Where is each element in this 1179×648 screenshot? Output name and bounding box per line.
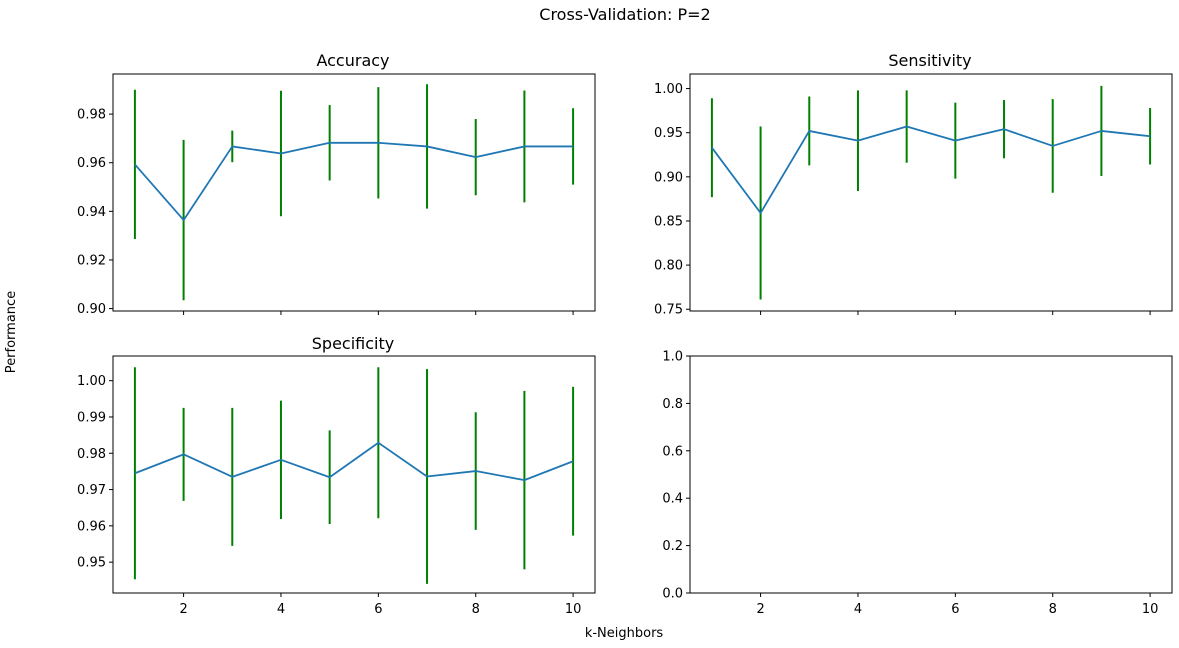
subplot-title: Sensitivity bbox=[888, 51, 971, 70]
y-tick-label: 0.90 bbox=[77, 302, 106, 317]
figure-suptitle: Cross-Validation: P=2 bbox=[539, 5, 710, 24]
y-tick-label: 0.75 bbox=[654, 303, 683, 318]
y-tick-label: 0.95 bbox=[654, 126, 683, 141]
series-line bbox=[134, 141, 574, 221]
y-tick-label: 0.90 bbox=[654, 170, 683, 185]
y-tick-label: 0.98 bbox=[77, 447, 106, 462]
series-line bbox=[711, 125, 1151, 214]
figure-ylabel: Performance bbox=[4, 291, 19, 373]
y-tick-label: 0.6 bbox=[662, 444, 683, 459]
y-tick-label: 1.00 bbox=[654, 82, 683, 97]
y-tick-label: 0.99 bbox=[77, 410, 106, 425]
y-tick-label: 1.0 bbox=[662, 350, 683, 365]
x-tick-label: 10 bbox=[565, 602, 582, 617]
y-tick-label: 0.94 bbox=[77, 205, 106, 220]
y-tick-label: 0.96 bbox=[77, 156, 106, 171]
y-tick-label: 1.00 bbox=[77, 374, 106, 389]
y-tick-label: 0.2 bbox=[662, 539, 683, 554]
subplot-specificity: Specificity 0.95 0.96 0.97 0.98 0.99 1.00 2 4 6 8… bbox=[77, 334, 596, 617]
x-tick-label: 8 bbox=[472, 602, 480, 617]
axes-frame bbox=[689, 355, 1173, 594]
y-tick-label: 0.92 bbox=[77, 253, 106, 268]
x-tick-label: 8 bbox=[1049, 602, 1057, 617]
axes-frame bbox=[112, 355, 596, 594]
axes-frame bbox=[112, 73, 596, 312]
y-tick-label: 0.8 bbox=[662, 397, 683, 412]
series-line bbox=[134, 441, 574, 482]
subplot-empty: 0.0 0.2 0.4 0.6 0.8 1.0 2 4 6 8 10 bbox=[662, 350, 1173, 617]
subplot-sensitivity: Sensitivity 0.75 0.80 0.85 0.90 0.95 1.00 bbox=[654, 51, 1173, 318]
subplot-title: Accuracy bbox=[316, 51, 389, 70]
x-tick-label: 4 bbox=[854, 602, 862, 617]
y-tick-label: 0.95 bbox=[77, 556, 106, 571]
y-tick-label: 0.80 bbox=[654, 259, 683, 274]
subplot-accuracy: Accuracy 0.90 0.92 0.94 0.96 0.98 bbox=[77, 51, 596, 317]
figure-xlabel: k-Neighbors bbox=[585, 626, 664, 641]
axes-frame bbox=[689, 73, 1173, 312]
y-tick-label: 0.96 bbox=[77, 519, 106, 534]
y-tick-label: 0.85 bbox=[654, 214, 683, 229]
x-tick-label: 2 bbox=[756, 602, 764, 617]
x-tick-label: 10 bbox=[1142, 602, 1159, 617]
y-tick-label: 0.0 bbox=[662, 587, 683, 602]
x-tick-label: 6 bbox=[951, 602, 959, 617]
y-tick-label: 0.4 bbox=[662, 492, 683, 507]
y-tick-label: 0.98 bbox=[77, 108, 106, 123]
x-tick-label: 6 bbox=[374, 602, 382, 617]
x-tick-label: 2 bbox=[179, 602, 187, 617]
subplot-title: Specificity bbox=[312, 334, 394, 353]
x-tick-label: 4 bbox=[277, 602, 285, 617]
y-tick-label: 0.97 bbox=[77, 483, 106, 498]
